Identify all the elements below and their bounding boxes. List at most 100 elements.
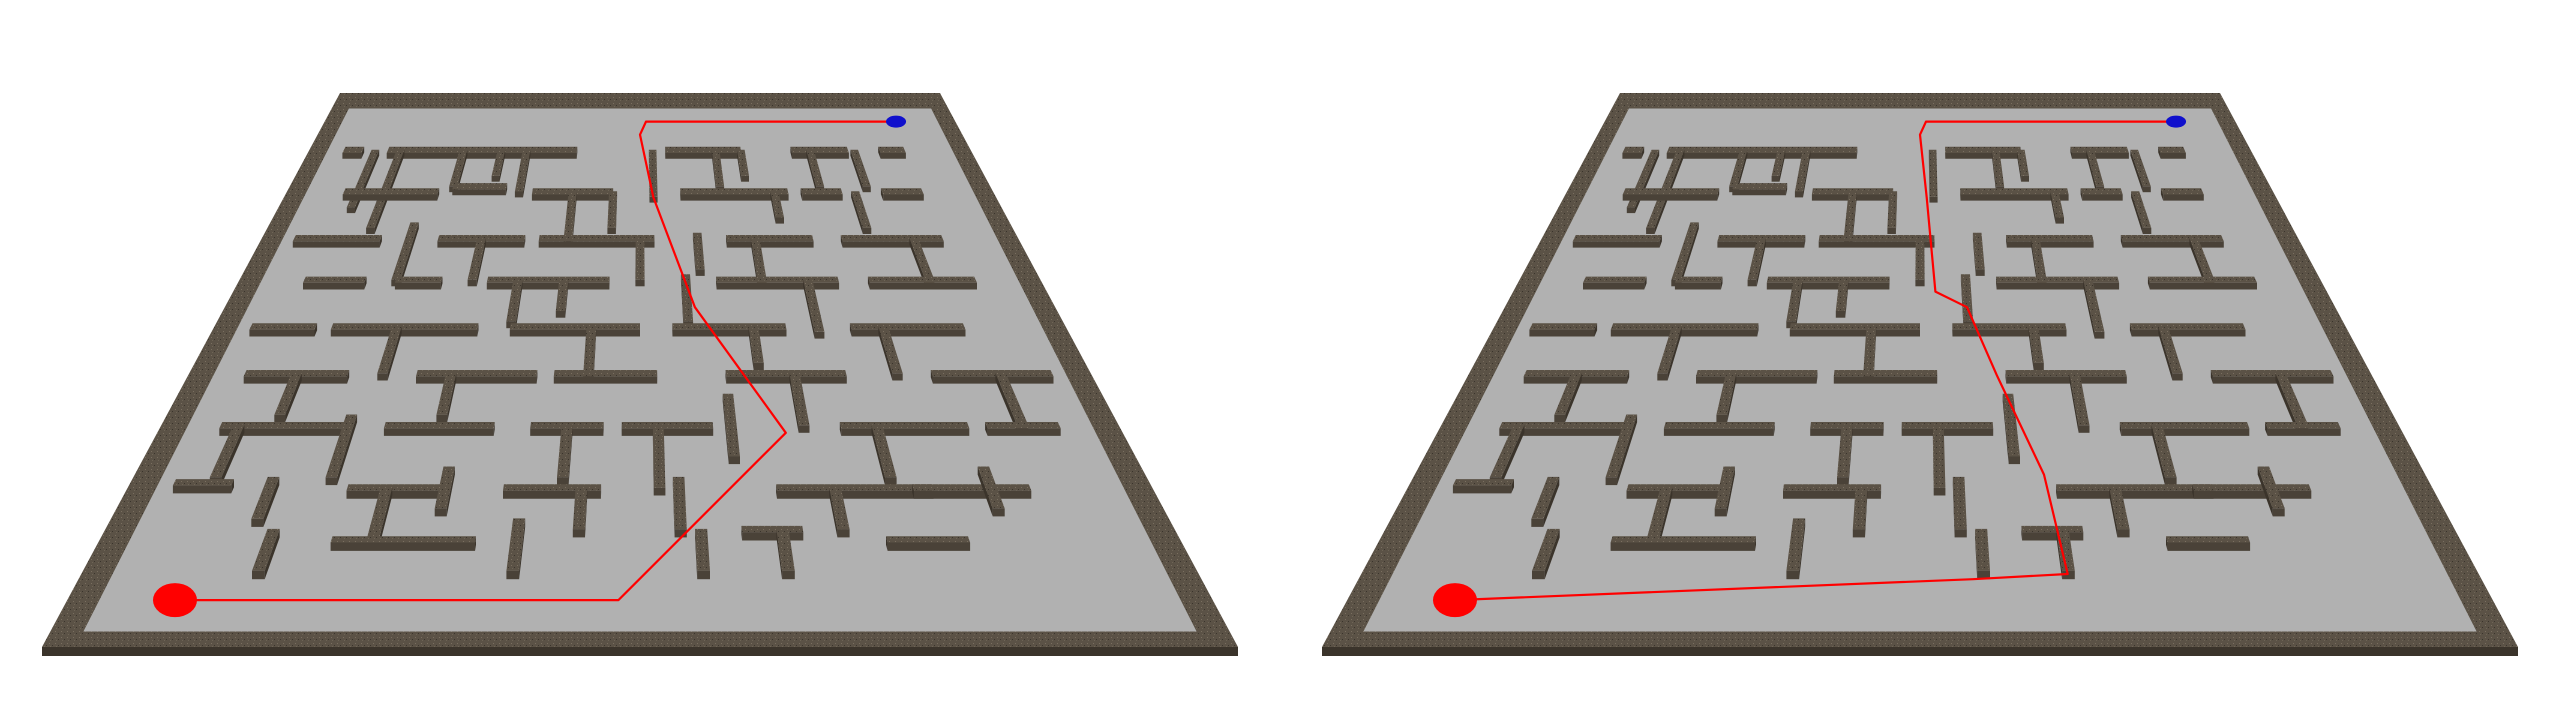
maze-wall-side: [593, 326, 597, 381]
maze-wall-side: [737, 149, 742, 182]
maze-wall-top: [416, 370, 538, 377]
maze-wall-side: [2109, 487, 2118, 538]
maze-wall-side: [977, 466, 993, 517]
maze-wall-top: [1610, 536, 1756, 543]
maze-wall-top: [2069, 373, 2090, 426]
maze-wall-top: [985, 422, 1061, 429]
maze-wall-side: [776, 528, 783, 580]
maze-wall-side: [1727, 373, 1737, 423]
maze-wall-top: [583, 326, 597, 374]
maze-wall-top: [1818, 235, 1935, 242]
maze-wall-top: [506, 279, 523, 322]
maze-wall-side: [565, 279, 569, 318]
maze-wall-side: [361, 146, 365, 159]
maze-wall-side: [1667, 326, 1682, 381]
maze-wall-face: [1835, 311, 1846, 318]
maze-wall-face: [1532, 570, 1545, 580]
maze-wall-top: [1452, 479, 1514, 486]
maze-wall-top: [486, 276, 610, 283]
maze-wall-side: [264, 528, 280, 580]
maze-wall-top: [2129, 323, 2246, 330]
maze-wall-top: [692, 232, 705, 270]
maze-wall-side: [2166, 536, 2168, 551]
maze-wall-side: [886, 536, 888, 551]
maze-wall-face: [557, 477, 569, 486]
maze-wall-top: [330, 323, 479, 330]
maze-wall-face: [1747, 279, 1757, 287]
maze-wall-side: [1726, 466, 1735, 517]
maze-wall-top: [1532, 528, 1560, 571]
maze-wall-face: [885, 477, 897, 486]
maze-wall-side: [387, 326, 402, 381]
maze-wall-top: [1747, 238, 1766, 280]
maze-wall-face: [1499, 428, 1628, 436]
maze-wall-side: [2083, 279, 2095, 339]
maze-wall-face: [775, 217, 784, 224]
maze-wall-top: [1626, 484, 1726, 491]
maze-wall-side: [711, 149, 717, 193]
maze-wall-face: [2021, 175, 2029, 182]
maze-wall-top: [2166, 536, 2251, 543]
maze-wall-face: [2163, 194, 2204, 201]
maze-wall-face: [726, 241, 814, 248]
maze-wall-side: [1952, 476, 1955, 538]
maze-wall-top: [377, 326, 402, 374]
maze-wall-top: [716, 276, 840, 283]
maze-wall-face: [2057, 490, 2214, 499]
maze-wall-top: [680, 274, 694, 322]
maze-wall-top: [209, 424, 245, 478]
maze-wall-face: [249, 329, 315, 337]
maze-wall-side: [1852, 191, 1857, 245]
maze-wall-side: [878, 326, 893, 381]
maze-wall-side: [516, 279, 523, 329]
maze-wall-face: [1833, 376, 1938, 384]
maze-wall-side: [437, 188, 440, 201]
maze-wall-top: [1901, 422, 1994, 429]
maze-wall-side: [840, 235, 843, 248]
maze-wall-face: [1622, 153, 1642, 159]
maze-wall-face: [219, 428, 348, 436]
maze-wall-side: [1594, 323, 1598, 337]
maze-wall-face: [377, 373, 388, 381]
maze-wall-side: [378, 487, 393, 548]
maze-wall-top: [325, 414, 358, 478]
maze-wall-top: [1610, 323, 1759, 330]
maze-wall-top: [726, 235, 814, 242]
maze-wall-face: [2117, 529, 2130, 538]
solution-path-left: [175, 120, 896, 602]
maze-wall-side: [477, 323, 479, 337]
maze-wall-face: [742, 532, 804, 541]
maze-wall-top: [1852, 487, 1868, 530]
maze-wall-side: [457, 149, 468, 193]
maze-wall-side: [476, 238, 486, 287]
maze-wall-side: [1785, 183, 1788, 196]
maze-wall-face: [621, 428, 714, 436]
maze-wall-face: [553, 376, 658, 384]
maze-wall-face: [992, 508, 1005, 517]
maze-wall-top: [2021, 525, 2084, 533]
maze-wall-face: [346, 490, 445, 499]
maze-wall-top: [452, 183, 508, 190]
maze-wall-side: [1803, 149, 1811, 198]
maze-wall-top: [1786, 279, 1803, 322]
maze-wall-side: [2120, 235, 2123, 248]
maze-wall-face: [726, 376, 847, 384]
maze-wall-top: [776, 484, 934, 491]
maze-wall-side: [1873, 326, 1877, 381]
maze-wall-top: [851, 191, 872, 228]
maze-wall-side: [221, 424, 245, 486]
maze-wall-top: [829, 487, 850, 530]
maze-wall-top: [2006, 235, 2094, 242]
maze-wall-top: [800, 188, 843, 195]
maze-wall-top: [2151, 424, 2177, 478]
maze-wall-side: [2129, 323, 2132, 337]
maze-wall-face: [2121, 428, 2250, 436]
maze-wall-top: [741, 525, 804, 533]
maze-wall-top: [839, 422, 970, 429]
maze-wall-side: [692, 232, 696, 276]
maze-wall-face: [2033, 362, 2044, 370]
maze-wall-top: [680, 188, 789, 195]
maze-wall-face: [436, 414, 448, 423]
maze-wall-face: [1915, 279, 1925, 287]
maze-wall-side: [2030, 238, 2038, 287]
